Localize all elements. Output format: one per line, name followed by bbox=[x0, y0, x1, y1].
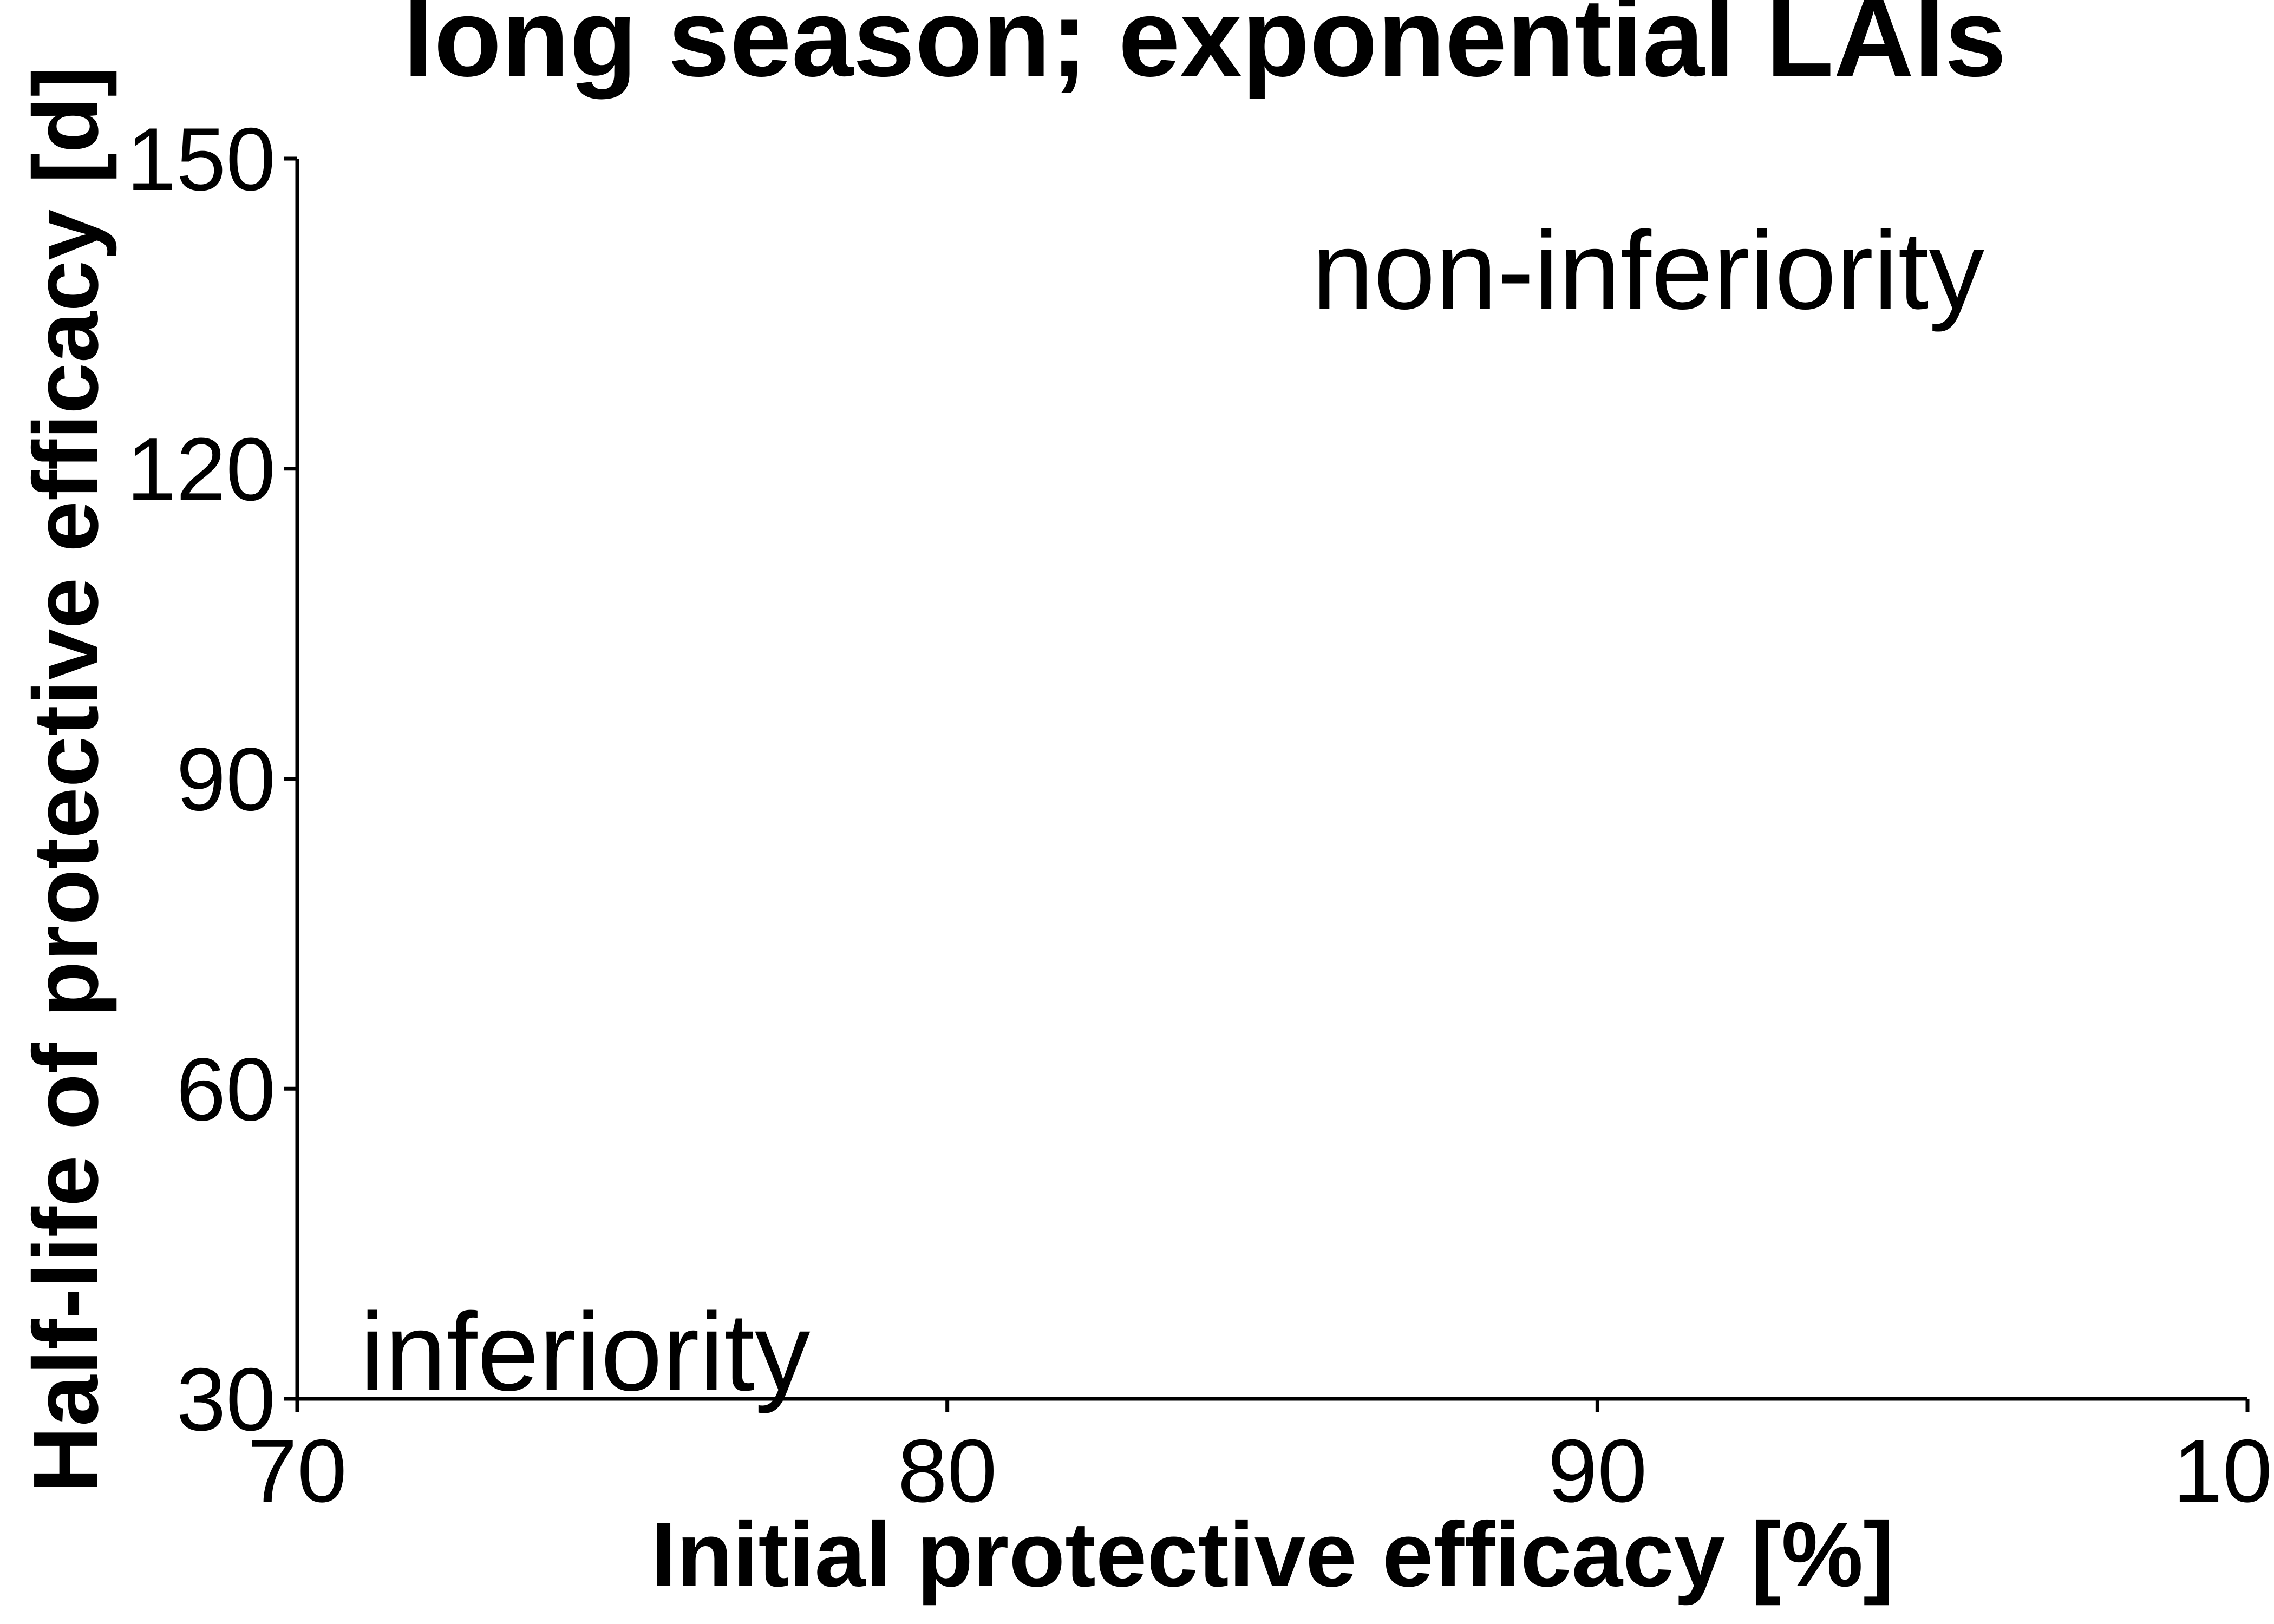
y-tick-label: 90 bbox=[176, 730, 276, 829]
chart-title: long season; exponential LAIs bbox=[403, 0, 2007, 100]
x-tick-label: 90 bbox=[1548, 1421, 1648, 1521]
x-axis-label: Initial protective efficacy [%] bbox=[651, 1503, 1894, 1606]
annotation: inferiority bbox=[360, 1290, 811, 1414]
y-tick-label: 150 bbox=[127, 109, 276, 209]
x-tick-label: 80 bbox=[898, 1421, 997, 1521]
annotation: non-inferiority bbox=[1312, 208, 1984, 332]
y-axis-label: Half-life of protective efficacy [d] bbox=[15, 66, 117, 1493]
x-tick-label: 100 bbox=[2173, 1421, 2274, 1521]
y-tick-label: 30 bbox=[176, 1350, 276, 1449]
y-tick-label: 60 bbox=[176, 1039, 276, 1139]
y-tick-label: 120 bbox=[127, 420, 276, 519]
x-tick-label: 70 bbox=[247, 1421, 347, 1521]
